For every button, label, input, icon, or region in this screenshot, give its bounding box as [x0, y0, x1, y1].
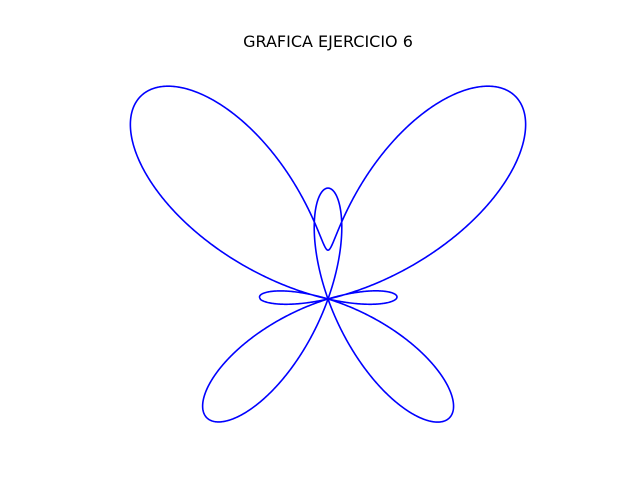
series-line: [129, 85, 527, 423]
chart-title: GRAFICA EJERCICIO 6: [243, 32, 413, 51]
